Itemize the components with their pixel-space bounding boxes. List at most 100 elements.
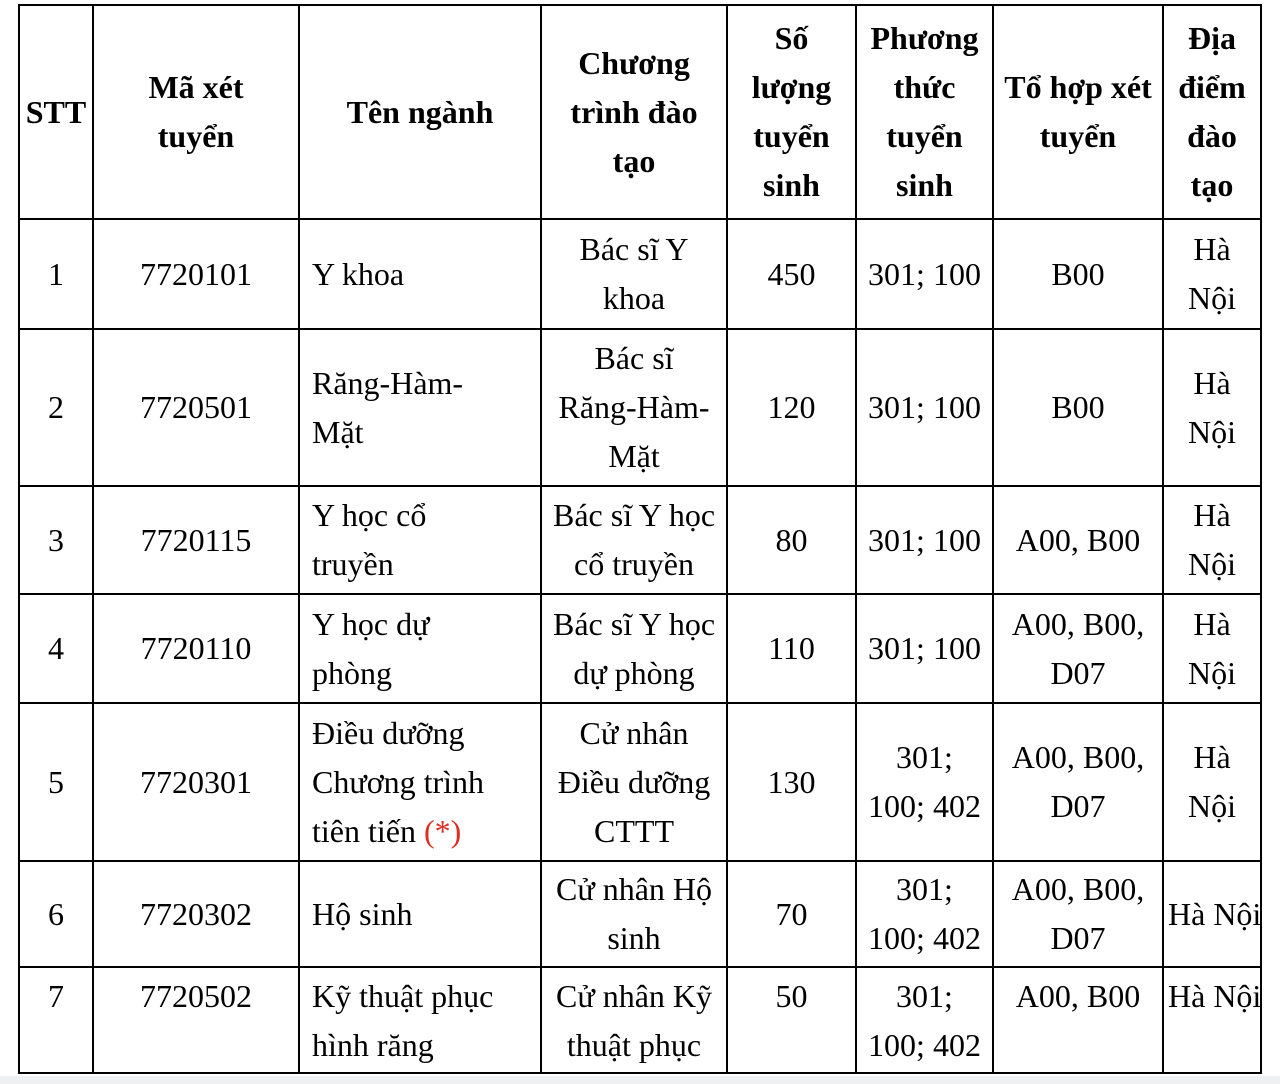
cell-so-luong-tuyen-sinh: 450 — [726, 218, 857, 330]
cell-so-luong-tuyen-sinh: 110 — [726, 593, 857, 704]
cell-text: 80 — [775, 521, 808, 558]
cell-stt: 7 — [18, 966, 94, 1074]
cell-stt: 6 — [18, 860, 94, 968]
cell-chuong-trinh-dao-tao: Bác sĩ Y học dự phòng — [540, 593, 728, 704]
cell-so-luong-tuyen-sinh: 70 — [726, 860, 857, 968]
cell-text: Bác sĩ Y học cổ truyền — [552, 497, 716, 582]
cell-text: 6 — [48, 895, 64, 932]
cell-ten-nganh: Y học cổ truyền — [298, 485, 542, 595]
cell-text: 301; 100 — [868, 630, 981, 666]
cell-text: 7720302 — [140, 895, 252, 932]
cell-text: 301; 100; 402 — [868, 871, 981, 956]
col-header-to-hop-xet-tuyen: Tổ hợp xét tuyển — [992, 4, 1164, 220]
col-header-ma-xet-tuyen: Mã xét tuyển — [92, 4, 300, 220]
cell-text: 7720101 — [140, 255, 252, 292]
cell-text: Điều dưỡng Chương trình tiên tiến — [312, 714, 485, 849]
cell-so-luong-tuyen-sinh: 50 — [726, 966, 857, 1074]
cell-text: 7 — [48, 978, 64, 1014]
cell-chuong-trinh-dao-tao: Cử nhân Hộ sinh — [540, 860, 728, 968]
cell-stt: 4 — [18, 593, 94, 704]
cell-text: 450 — [767, 255, 816, 292]
bottom-strip — [0, 1076, 1280, 1084]
cell-text: A00, B00 — [1015, 521, 1141, 558]
cell-ten-nganh: Y khoa — [298, 218, 542, 330]
cell-phuong-thuc-tuyen-sinh: 301; 100 — [855, 328, 994, 487]
cell-text: B00 — [1051, 389, 1105, 425]
cell-text: A00, B00, D07 — [1011, 605, 1145, 691]
cell-ten-nganh: Y học dự phòng — [298, 593, 542, 704]
cell-text: 1 — [48, 255, 64, 292]
cell-ma-xet-tuyen: 7720502 — [92, 966, 300, 1074]
cell-text: Hà Nội — [1188, 605, 1236, 691]
red-note: (*) — [423, 812, 462, 849]
cell-text: A00, B00 — [1015, 978, 1141, 1014]
cell-ma-xet-tuyen: 7720302 — [92, 860, 300, 968]
cell-text: 7720502 — [140, 978, 252, 1014]
cell-text: Y học cổ truyền — [312, 497, 427, 582]
cell-phuong-thuc-tuyen-sinh: 301; 100 — [855, 218, 994, 330]
cell-text: 301; 100; 402 — [868, 739, 981, 824]
cell-text: 4 — [48, 630, 64, 666]
cell-text: 2 — [48, 389, 64, 425]
cell-ma-xet-tuyen: 7720301 — [92, 702, 300, 862]
cell-text: Bác sĩ Răng-Hàm- Mặt — [558, 340, 710, 474]
cell-so-luong-tuyen-sinh: 80 — [726, 485, 857, 595]
cell-dia-diem-dao-tao: Hà Nội — [1162, 702, 1262, 862]
cell-to-hop-xet-tuyen: A00, B00, D07 — [992, 593, 1164, 704]
cell-text: Y khoa — [312, 255, 405, 292]
cell-text: Cử nhân Kỹ thuật phục — [556, 978, 712, 1063]
cell-so-luong-tuyen-sinh: 120 — [726, 328, 857, 487]
col-header-chuong-trinh-dao-tao: Chương trình đào tạo — [540, 4, 728, 220]
col-header-stt: STT — [18, 4, 94, 220]
cell-dia-diem-dao-tao: Hà Nội — [1162, 593, 1262, 704]
cell-text: 7720110 — [140, 630, 252, 666]
table-row: 6 7720302 Hộ sinh Cử nhân Hộ sinh 70 301; 100… — [18, 860, 1262, 968]
cell-to-hop-xet-tuyen: A00, B00, D07 — [992, 702, 1164, 862]
cell-text: 5 — [48, 763, 64, 800]
cell-dia-diem-dao-tao: Hà Nội — [1162, 218, 1262, 330]
cell-text: 7720301 — [140, 763, 252, 800]
cell-stt: 5 — [18, 702, 94, 862]
cell-text: Hà Nội — [1188, 364, 1236, 450]
cell-text: 70 — [775, 895, 808, 932]
cell-text: 3 — [48, 521, 64, 558]
cell-phuong-thuc-tuyen-sinh: 301; 100; 402 — [855, 860, 994, 968]
cell-text: A00, B00, D07 — [1011, 739, 1145, 824]
cell-text: Răng-Hàm- Mặt — [312, 364, 464, 450]
cell-phuong-thuc-tuyen-sinh: 301; 100 — [855, 485, 994, 595]
cell-text: Hà Nội — [1188, 497, 1236, 582]
cell-text: 301; 100 — [868, 255, 981, 292]
col-header-phuong-thuc-tuyen-sinh: Phương thức tuyển sinh — [855, 4, 994, 220]
cell-dia-diem-dao-tao: Hà Nội — [1162, 860, 1262, 968]
col-header-so-luong-tuyen-sinh: Số lượng tuyển sinh — [726, 4, 857, 220]
cell-text: 301; 100; 402 — [868, 978, 981, 1063]
table-row: 7 7720502 Kỹ thuật phục hình răng Cử nhân K… — [18, 966, 1262, 1074]
cell-chuong-trinh-dao-tao: Bác sĩ Y khoa — [540, 218, 728, 330]
cell-dia-diem-dao-tao: Hà Nội — [1162, 485, 1262, 595]
cell-to-hop-xet-tuyen: B00 — [992, 328, 1164, 487]
cell-ten-nganh: Kỹ thuật phục hình răng — [298, 966, 542, 1074]
cell-text: 301; 100 — [868, 521, 981, 558]
cell-chuong-trinh-dao-tao: Cử nhân Điều dưỡng CTTT — [540, 702, 728, 862]
cell-text: Hà Nội — [1168, 978, 1262, 1014]
cell-stt: 3 — [18, 485, 94, 595]
table-body: 1 7720101 Y khoa Bác sĩ Y khoa 450 301; 100 B0… — [18, 218, 1262, 1074]
cell-stt: 1 — [18, 218, 94, 330]
cell-text: 7720115 — [140, 521, 252, 558]
cell-text: 130 — [767, 763, 816, 800]
table-row: 1 7720101 Y khoa Bác sĩ Y khoa 450 301; 100 B0… — [18, 218, 1262, 330]
cell-chuong-trinh-dao-tao: Bác sĩ Răng-Hàm- Mặt — [540, 328, 728, 487]
cell-text: 110 — [768, 630, 815, 666]
cell-dia-diem-dao-tao: Hà Nội — [1162, 328, 1262, 487]
cell-text: Kỹ thuật phục hình răng — [312, 978, 494, 1063]
cell-to-hop-xet-tuyen: A00, B00 — [992, 485, 1164, 595]
table-row: 5 7720301 Điều dưỡng Chương trình tiên tiế… — [18, 702, 1262, 862]
cell-ten-nganh: Răng-Hàm- Mặt — [298, 328, 542, 487]
cell-text: Cử nhân Điều dưỡng CTTT — [557, 714, 711, 849]
cell-text: Hà Nội — [1188, 231, 1236, 316]
admissions-table: STT Mã xét tuyển Tên ngành Chương trình … — [18, 4, 1262, 1074]
header-row: STT Mã xét tuyển Tên ngành Chương trình … — [18, 4, 1262, 220]
cell-ma-xet-tuyen: 7720115 — [92, 485, 300, 595]
col-header-dia-diem-dao-tao: Địa điểm đào tạo — [1162, 4, 1262, 220]
